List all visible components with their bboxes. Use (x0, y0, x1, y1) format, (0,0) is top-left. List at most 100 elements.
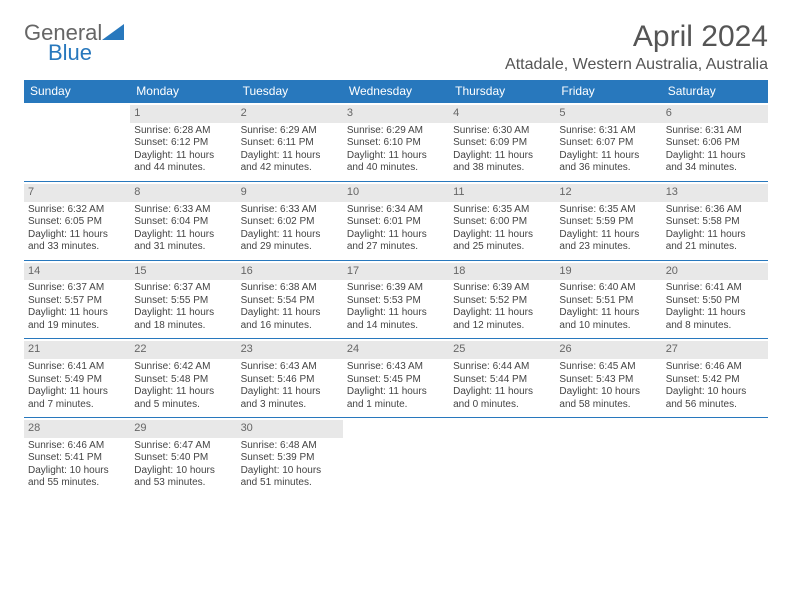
daylight-line: Daylight: 11 hours and 27 minutes. (347, 229, 445, 254)
calendar-day-cell: 12Sunrise: 6:35 AMSunset: 5:59 PMDayligh… (555, 181, 661, 260)
day-number: 14 (24, 263, 130, 281)
calendar-day-cell: 5Sunrise: 6:31 AMSunset: 6:07 PMDaylight… (555, 103, 661, 182)
calendar-day-cell: 16Sunrise: 6:38 AMSunset: 5:54 PMDayligh… (237, 260, 343, 339)
calendar-day-cell (24, 103, 130, 182)
sunrise-line: Sunrise: 6:41 AM (28, 361, 126, 374)
calendar-day-cell: 8Sunrise: 6:33 AMSunset: 6:04 PMDaylight… (130, 181, 236, 260)
sunset-line: Sunset: 5:45 PM (347, 374, 445, 387)
calendar-day-cell: 28 Sunrise: 6:46 AMSunset: 5:41 PMDayligh… (24, 418, 130, 496)
daylight-line: Daylight: 10 hours and 51 minutes. (241, 465, 339, 490)
day-number: 23 (237, 341, 343, 359)
daylight-line: Daylight: 10 hours and 55 minutes. (28, 465, 126, 490)
sunrise-line: Sunrise: 6:30 AM (453, 125, 551, 138)
calendar-day-cell: 30Sunrise: 6:48 AMSunset: 5:39 PMDayligh… (237, 418, 343, 496)
sunset-line: Sunset: 5:44 PM (453, 374, 551, 387)
sunrise-line: Sunrise: 6:40 AM (559, 282, 657, 295)
sunset-line: Sunset: 6:07 PM (559, 137, 657, 150)
sunrise-line: Sunrise: 6:43 AM (241, 361, 339, 374)
calendar-week-row: 7Sunrise: 6:32 AMSunset: 6:05 PMDaylight… (24, 181, 768, 260)
sunrise-line: Sunrise: 6:29 AM (241, 125, 339, 138)
sunset-line: Sunset: 6:04 PM (134, 216, 232, 229)
day-number: 9 (237, 184, 343, 202)
daylight-line: Daylight: 11 hours and 10 minutes. (559, 307, 657, 332)
calendar-day-cell: 20Sunrise: 6:41 AMSunset: 5:50 PMDayligh… (662, 260, 768, 339)
calendar-day-cell: 4Sunrise: 6:30 AMSunset: 6:09 PMDaylight… (449, 103, 555, 182)
sunrise-line: Sunrise: 6:28 AM (134, 125, 232, 138)
calendar-day-cell: 10Sunrise: 6:34 AMSunset: 6:01 PMDayligh… (343, 181, 449, 260)
sunset-line: Sunset: 5:50 PM (666, 295, 764, 308)
daylight-line: Daylight: 11 hours and 33 minutes. (28, 229, 126, 254)
brand-logo: General Blue (24, 20, 124, 64)
weekday-header: Friday (555, 80, 661, 103)
daylight-line: Daylight: 11 hours and 44 minutes. (134, 150, 232, 175)
sunset-line: Sunset: 6:00 PM (453, 216, 551, 229)
day-number: 20 (662, 263, 768, 281)
sunrise-line: Sunrise: 6:46 AM (666, 361, 764, 374)
sunrise-line: Sunrise: 6:33 AM (241, 204, 339, 217)
sunrise-line: Sunrise: 6:41 AM (666, 282, 764, 295)
daylight-line: Daylight: 11 hours and 16 minutes. (241, 307, 339, 332)
title-block: April 2024 Attadale, Western Australia, … (505, 20, 768, 74)
sunset-line: Sunset: 5:41 PM (28, 452, 126, 465)
day-number: 26 (555, 341, 661, 359)
month-title: April 2024 (505, 20, 768, 54)
sunset-line: Sunset: 5:48 PM (134, 374, 232, 387)
weekday-header: Wednesday (343, 80, 449, 103)
sunrise-line: Sunrise: 6:37 AM (28, 282, 126, 295)
sunset-line: Sunset: 6:02 PM (241, 216, 339, 229)
day-number: 12 (555, 184, 661, 202)
daylight-line: Daylight: 10 hours and 56 minutes. (666, 386, 764, 411)
sunset-line: Sunset: 5:59 PM (559, 216, 657, 229)
calendar-day-cell: 27 Sunrise: 6:46 AMSunset: 5:42 PMDayligh… (662, 339, 768, 418)
day-number: 22 (130, 341, 236, 359)
sunset-line: Sunset: 5:55 PM (134, 295, 232, 308)
sunrise-line: Sunrise: 6:46 AM (28, 440, 126, 453)
sunrise-line: Sunrise: 6:39 AM (453, 282, 551, 295)
daylight-line: Daylight: 11 hours and 14 minutes. (347, 307, 445, 332)
brand-triangle-icon (102, 24, 124, 40)
sunrise-line: Sunrise: 6:39 AM (347, 282, 445, 295)
sunset-line: Sunset: 5:57 PM (28, 295, 126, 308)
calendar-day-cell: 3Sunrise: 6:29 AMSunset: 6:10 PMDaylight… (343, 103, 449, 182)
daylight-line: Daylight: 11 hours and 7 minutes. (28, 386, 126, 411)
calendar-day-cell (555, 418, 661, 496)
sunrise-line: Sunrise: 6:47 AM (134, 440, 232, 453)
calendar-day-cell: 13Sunrise: 6:36 AMSunset: 5:58 PMDayligh… (662, 181, 768, 260)
daylight-line: Daylight: 11 hours and 3 minutes. (241, 386, 339, 411)
sunrise-line: Sunrise: 6:31 AM (559, 125, 657, 138)
day-number: 28 (24, 420, 130, 438)
day-number: 10 (343, 184, 449, 202)
daylight-line: Daylight: 11 hours and 1 minute. (347, 386, 445, 411)
day-number: 1 (130, 105, 236, 123)
day-number: 8 (130, 184, 236, 202)
sunset-line: Sunset: 5:42 PM (666, 374, 764, 387)
day-number: 27 (662, 341, 768, 359)
day-number: 24 (343, 341, 449, 359)
daylight-line: Daylight: 11 hours and 12 minutes. (453, 307, 551, 332)
daylight-line: Daylight: 11 hours and 8 minutes. (666, 307, 764, 332)
daylight-line: Daylight: 11 hours and 34 minutes. (666, 150, 764, 175)
calendar-week-row: 21Sunrise: 6:41 AMSunset: 5:49 PMDayligh… (24, 339, 768, 418)
daylight-line: Daylight: 11 hours and 38 minutes. (453, 150, 551, 175)
day-number: 6 (662, 105, 768, 123)
calendar-week-row: 1Sunrise: 6:28 AMSunset: 6:12 PMDaylight… (24, 103, 768, 182)
sunrise-line: Sunrise: 6:32 AM (28, 204, 126, 217)
sunrise-line: Sunrise: 6:37 AM (134, 282, 232, 295)
sunset-line: Sunset: 6:05 PM (28, 216, 126, 229)
calendar-day-cell: 21Sunrise: 6:41 AMSunset: 5:49 PMDayligh… (24, 339, 130, 418)
calendar-day-cell: 29Sunrise: 6:47 AMSunset: 5:40 PMDayligh… (130, 418, 236, 496)
calendar-day-cell: 1Sunrise: 6:28 AMSunset: 6:12 PMDaylight… (130, 103, 236, 182)
sunrise-line: Sunrise: 6:48 AM (241, 440, 339, 453)
day-number: 18 (449, 263, 555, 281)
weekday-header: Monday (130, 80, 236, 103)
daylight-line: Daylight: 11 hours and 40 minutes. (347, 150, 445, 175)
day-number: 21 (24, 341, 130, 359)
location-subtitle: Attadale, Western Australia, Australia (505, 56, 768, 74)
sunrise-line: Sunrise: 6:45 AM (559, 361, 657, 374)
calendar-day-cell: 2Sunrise: 6:29 AMSunset: 6:11 PMDaylight… (237, 103, 343, 182)
calendar-day-cell: 18Sunrise: 6:39 AMSunset: 5:52 PMDayligh… (449, 260, 555, 339)
calendar-week-row: 14Sunrise: 6:37 AMSunset: 5:57 PMDayligh… (24, 260, 768, 339)
sunset-line: Sunset: 6:09 PM (453, 137, 551, 150)
weekday-header: Saturday (662, 80, 768, 103)
daylight-line: Daylight: 11 hours and 19 minutes. (28, 307, 126, 332)
